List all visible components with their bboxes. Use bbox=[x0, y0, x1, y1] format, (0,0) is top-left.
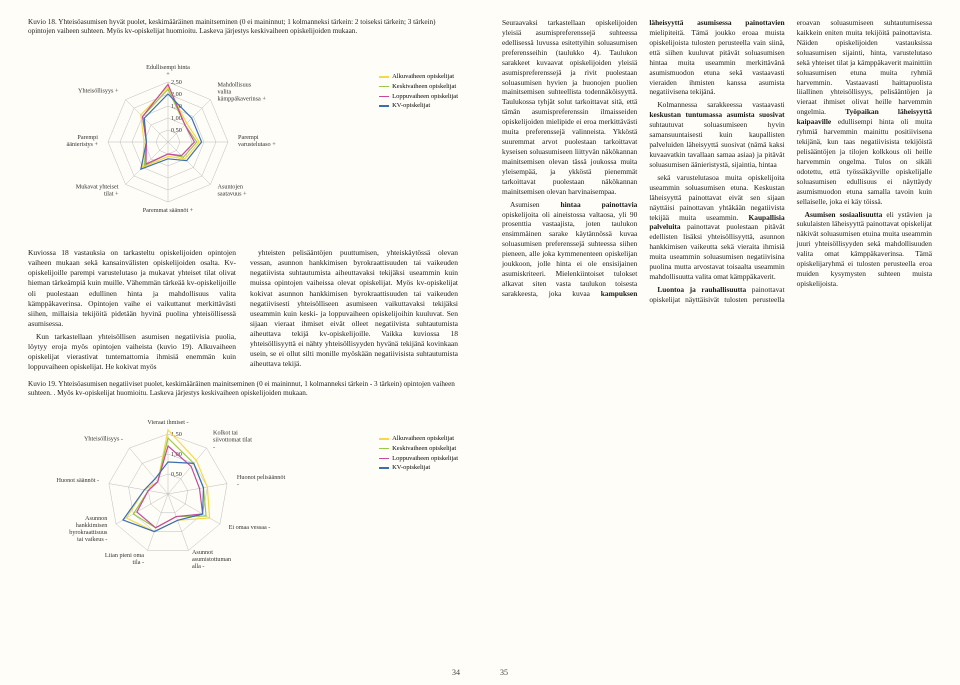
svg-text:Asunnon: Asunnon bbox=[85, 515, 107, 522]
svg-text:Asunnot: Asunnot bbox=[192, 549, 213, 556]
svg-text:+: + bbox=[166, 71, 170, 78]
svg-text:siivottomat tilat: siivottomat tilat bbox=[213, 436, 252, 443]
para: yhteisten pelisääntöjen puuttumisen, yht… bbox=[250, 248, 458, 370]
svg-text:kämppäkaverinsa +: kämppäkaverinsa + bbox=[217, 96, 266, 103]
svg-text:-: - bbox=[213, 443, 215, 450]
svg-text:tai vaikeus -: tai vaikeus - bbox=[77, 536, 107, 543]
svg-text:-: - bbox=[237, 481, 239, 488]
svg-text:Mukavat yhteiset: Mukavat yhteiset bbox=[76, 183, 119, 190]
svg-text:tila -: tila - bbox=[133, 559, 145, 566]
svg-text:varustelutaso +: varustelutaso + bbox=[238, 141, 276, 148]
svg-text:hankkimisen: hankkimisen bbox=[76, 522, 108, 529]
chart-legend: Alkuvaiheen opiskelijatKeskivaiheen opis… bbox=[379, 434, 458, 473]
para: Kolmannessa sarakkeessa vastaavasti kesk… bbox=[649, 100, 784, 169]
svg-text:2,50: 2,50 bbox=[171, 79, 182, 86]
svg-text:Liian pieni oma: Liian pieni oma bbox=[105, 552, 144, 559]
page-spread: Kuvio 18. Yhteisöasumisen hyvät puolet, … bbox=[0, 0, 960, 685]
svg-text:Vieraat ihmiset -: Vieraat ihmiset - bbox=[147, 419, 188, 426]
body-text-right: Seuraavaksi tarkastellaan opiskelijoiden… bbox=[502, 18, 932, 638]
svg-text:Parempi: Parempi bbox=[238, 134, 259, 141]
svg-text:Huonot pelisäännöt: Huonot pelisäännöt bbox=[237, 474, 286, 481]
page-number-left: 34 bbox=[452, 668, 460, 677]
svg-text:Paremmat säännöt +: Paremmat säännöt + bbox=[143, 207, 194, 214]
body-text-left: Kuviossa 18 vastauksia on tarkasteltu op… bbox=[28, 248, 458, 374]
svg-text:Mahdollisuus: Mahdollisuus bbox=[217, 82, 251, 89]
para: sekä varustelutasoa muita opiskelijoita … bbox=[649, 173, 784, 282]
page-number-right: 35 bbox=[500, 668, 508, 677]
para: Seuraavaksi tarkastellaan opiskelijoiden… bbox=[502, 18, 637, 197]
svg-text:saatavuus +: saatavuus + bbox=[217, 190, 247, 197]
svg-text:alla -: alla - bbox=[192, 563, 205, 570]
chart18-zone: Edullisempi hinta+ Mahdollisuusvalitakämp… bbox=[28, 42, 458, 242]
svg-text:tilat +: tilat + bbox=[104, 190, 119, 197]
svg-text:0,50: 0,50 bbox=[171, 471, 182, 478]
svg-text:Kolkot tai: Kolkot tai bbox=[213, 429, 238, 436]
svg-text:Huonot säännöt -: Huonot säännöt - bbox=[56, 477, 99, 484]
svg-text:Ei omaa vessaa -: Ei omaa vessaa - bbox=[229, 524, 271, 531]
right-page: Seuraavaksi tarkastellaan opiskelijoiden… bbox=[480, 0, 960, 685]
svg-text:0,50: 0,50 bbox=[171, 127, 182, 134]
para: Asumisen sosiaalisuutta eli ystävien ja … bbox=[797, 210, 932, 289]
svg-text:valita: valita bbox=[217, 89, 231, 96]
para: Kuviossa 18 vastauksia on tarkasteltu op… bbox=[28, 248, 236, 329]
svg-text:byrokraattisuus: byrokraattisuus bbox=[69, 529, 108, 536]
svg-text:Yhteisöllisyys -: Yhteisöllisyys - bbox=[84, 435, 123, 442]
chart-legend: Alkuvaiheen opiskelijatKeskivaiheen opis… bbox=[379, 72, 458, 111]
para: Kun tarkastellaan yhteisöllisen asumisen… bbox=[28, 332, 236, 373]
svg-text:asumistottuman: asumistottuman bbox=[192, 556, 231, 563]
figure19-caption: Kuvio 19. Yhteisöasumisen negatiiviset p… bbox=[28, 380, 458, 398]
svg-text:Parempi: Parempi bbox=[77, 134, 98, 141]
svg-text:Edullisempi hinta: Edullisempi hinta bbox=[146, 64, 190, 71]
svg-text:Asuntojen: Asuntojen bbox=[217, 183, 242, 190]
svg-text:äänieristys +: äänieristys + bbox=[67, 141, 99, 148]
figure18-caption: Kuvio 18. Yhteisöasumisen hyvät puolet, … bbox=[28, 18, 458, 36]
svg-text:Yhteisöllisyys +: Yhteisöllisyys + bbox=[78, 88, 119, 95]
left-page: Kuvio 18. Yhteisöasumisen hyvät puolet, … bbox=[0, 0, 480, 685]
chart19-zone: Vieraat ihmiset - Kolkot taisiivottomat t… bbox=[28, 404, 458, 584]
